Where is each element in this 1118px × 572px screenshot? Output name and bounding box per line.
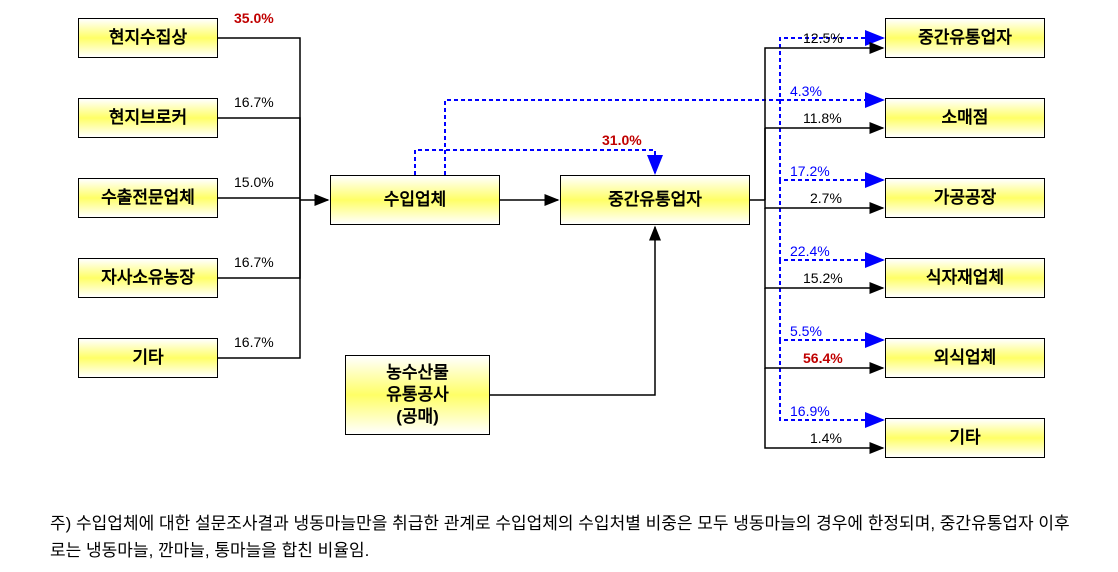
- node-label: 중간유통업자: [918, 27, 1012, 49]
- flowchart-diagram: 현지수집상 현지브로커 수출전문업체 자사소유농장 기타 수입업체 중간유통업자…: [0, 0, 1118, 500]
- edge-label: 16.9%: [790, 403, 830, 419]
- edge-label: 56.4%: [803, 350, 843, 366]
- node-export-specialist: 수출전문업체: [78, 178, 218, 218]
- edge-label: 11.8%: [803, 110, 842, 126]
- edge-label: 15.0%: [234, 174, 274, 190]
- edge-label: 35.0%: [234, 10, 274, 26]
- node-mid-distributor: 중간유통업자: [560, 175, 750, 225]
- node-right-mid-distributor: 중간유통업자: [885, 18, 1045, 58]
- edge-label: 15.2%: [803, 270, 843, 286]
- edge-label: 2.7%: [810, 190, 842, 206]
- node-agency: 농수산물 유통공사 (공매): [345, 355, 490, 435]
- node-importer: 수입업체: [330, 175, 500, 225]
- edge-label: 31.0%: [602, 132, 642, 148]
- node-label: 가공공장: [934, 187, 997, 209]
- edge-label: 17.2%: [790, 163, 830, 179]
- node-label: 중간유통업자: [608, 189, 702, 211]
- node-ingredient-company: 식자재업체: [885, 258, 1045, 298]
- node-label: 수입업체: [384, 189, 447, 211]
- node-restaurant: 외식업체: [885, 338, 1045, 378]
- node-label: 자사소유농장: [101, 267, 195, 289]
- node-label: 기타: [132, 347, 163, 369]
- node-retail: 소매점: [885, 98, 1045, 138]
- edge-label: 22.4%: [790, 243, 830, 259]
- node-label: 식자재업체: [926, 267, 1004, 289]
- node-other-left: 기타: [78, 338, 218, 378]
- edge-label: 16.7%: [234, 334, 274, 350]
- footnote-text: 주) 수입업체에 대한 설문조사결과 냉동마늘만을 취급한 관계로 수입업체의 …: [50, 510, 1070, 564]
- node-processing-plant: 가공공장: [885, 178, 1045, 218]
- node-label: 소매점: [942, 107, 989, 129]
- edge-label: 16.7%: [234, 254, 274, 270]
- edge-label: 5.5%: [790, 323, 822, 339]
- node-label: 외식업체: [934, 347, 997, 369]
- node-local-broker: 현지브로커: [78, 98, 218, 138]
- node-label: 기타: [949, 427, 980, 449]
- node-label: 농수산물 유통공사 (공매): [386, 362, 449, 428]
- node-other-right: 기타: [885, 418, 1045, 458]
- node-own-farm: 자사소유농장: [78, 258, 218, 298]
- node-label: 현지수집상: [109, 27, 187, 49]
- node-label: 현지브로커: [109, 107, 187, 129]
- edge-label: 16.7%: [234, 94, 274, 110]
- edge-label: 12.5%: [803, 30, 843, 46]
- edge-label: 1.4%: [810, 430, 842, 446]
- node-local-collector: 현지수집상: [78, 18, 218, 58]
- node-label: 수출전문업체: [101, 187, 195, 209]
- edge-label: 4.3%: [790, 83, 822, 99]
